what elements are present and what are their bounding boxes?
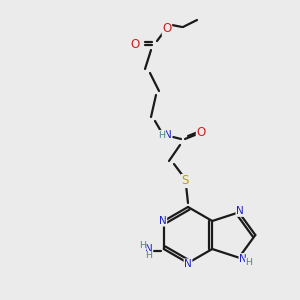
Text: N: N — [239, 254, 247, 264]
Text: H: H — [245, 258, 252, 267]
Text: N: N — [164, 130, 172, 140]
Text: O: O — [196, 127, 206, 140]
Text: N: N — [159, 216, 166, 226]
Text: H: H — [158, 130, 166, 140]
Text: O: O — [162, 22, 172, 35]
Text: H: H — [145, 251, 152, 260]
Text: S: S — [181, 175, 189, 188]
Text: N: N — [184, 259, 192, 269]
Text: N: N — [145, 244, 153, 254]
Text: O: O — [130, 38, 140, 50]
Text: H: H — [139, 241, 146, 250]
Text: N: N — [236, 206, 244, 216]
